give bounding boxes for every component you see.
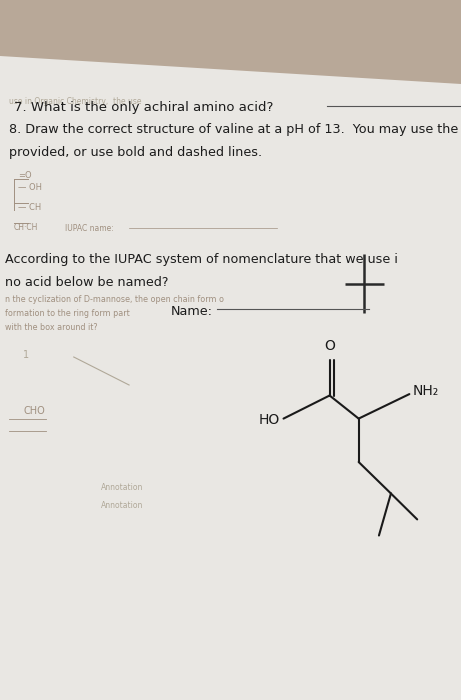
Text: =O: =O [18,172,32,181]
Text: — OH: — OH [18,183,42,192]
Text: O: O [324,339,335,353]
Text: n the cyclization of D-mannose, the open chain form o: n the cyclization of D-mannose, the open… [5,295,224,304]
Text: 8. Draw the correct structure of valine at a pH of 13.  You may use the: 8. Draw the correct structure of valine … [9,123,459,136]
Text: Annotation: Annotation [101,500,144,510]
Text: CHO: CHO [23,406,45,416]
Text: IUPAC name:: IUPAC name: [65,224,113,233]
Text: use in Organic Chemistry,  the use: use in Organic Chemistry, the use [9,97,142,106]
Text: formation to the ring form part: formation to the ring form part [5,309,130,318]
Text: no acid below be named?: no acid below be named? [5,276,168,289]
Text: NH₂: NH₂ [413,384,439,398]
Text: 1: 1 [23,350,29,360]
Polygon shape [0,56,461,700]
Text: Annotation: Annotation [101,483,144,492]
Text: HO: HO [259,413,280,427]
Text: — CH: — CH [18,203,41,212]
Text: 7. What is the only achiral amino acid?: 7. What is the only achiral amino acid? [14,102,273,115]
Text: Name:: Name: [171,305,213,318]
Text: CH·CH: CH·CH [14,223,38,232]
Text: According to the IUPAC system of nomenclature that we use i: According to the IUPAC system of nomencl… [5,253,397,267]
Text: with the box around it?: with the box around it? [5,323,97,332]
Text: provided, or use bold and dashed lines.: provided, or use bold and dashed lines. [9,146,262,159]
